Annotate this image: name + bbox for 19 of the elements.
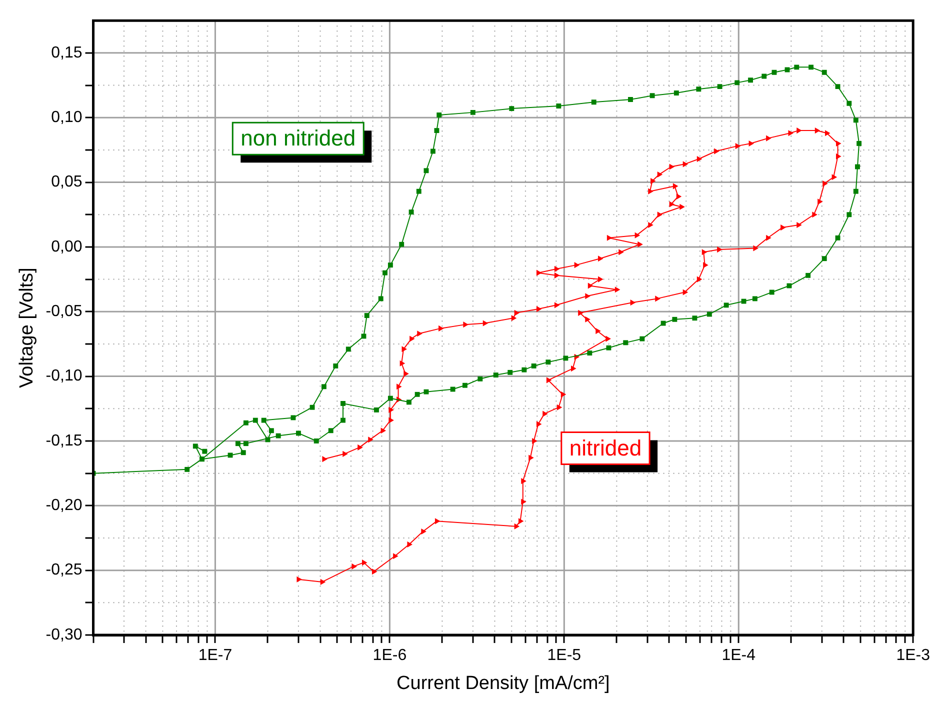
x-tick-label: 1E-4 — [722, 647, 756, 664]
y-tick-label: -0,20 — [46, 497, 82, 514]
y-tick-label: -0,25 — [46, 562, 82, 579]
text: non nitrided — [240, 126, 356, 151]
y-tick-label: -0,05 — [46, 303, 82, 320]
y-tick-label: 0,05 — [51, 174, 82, 191]
y-tick-label: -0,15 — [46, 432, 82, 450]
y-tick-label: 0,00 — [51, 238, 82, 256]
x-tick-label: 1E-3 — [896, 647, 930, 664]
x-tick-label: 1E-6 — [372, 647, 407, 664]
y-tick-label: -0,10 — [46, 368, 82, 385]
y-tick-label: 0,15 — [51, 44, 82, 62]
x-axis-title: Current Density [mA/cm²] — [396, 672, 610, 694]
y-axis-title: Voltage [Volts] — [16, 268, 38, 388]
series-label: nitrided — [569, 435, 642, 460]
y-tick-label: -0,30 — [46, 626, 82, 644]
y-tick-label: 0,10 — [51, 109, 82, 126]
x-tick-label: 1E-5 — [547, 647, 582, 664]
x-tick-label: 1E-7 — [198, 647, 232, 664]
